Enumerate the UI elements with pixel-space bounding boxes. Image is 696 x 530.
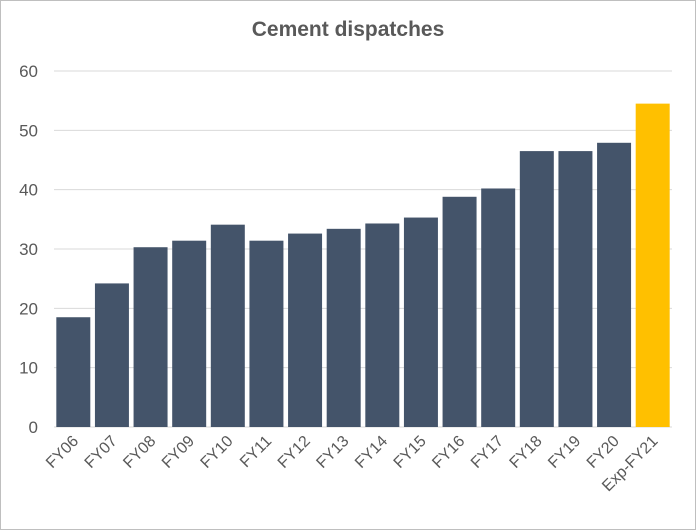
- x-tick-label: FY11: [237, 433, 275, 471]
- bar-fy13: [326, 228, 361, 427]
- bar-fy18: [519, 151, 554, 427]
- bar-fy16: [442, 196, 477, 427]
- bar-fy08: [133, 247, 168, 427]
- y-tick-label: 10: [19, 359, 38, 378]
- x-tick-label: FY13: [313, 433, 352, 472]
- y-tick-label: 40: [19, 181, 38, 200]
- x-tick-label: FY06: [43, 433, 82, 472]
- x-tick-label: FY14: [352, 433, 391, 472]
- chart-title: Cement dispatches: [251, 18, 445, 41]
- y-tick-label: 20: [19, 299, 38, 318]
- bar-fy15: [403, 217, 438, 427]
- y-axis-ticks: 0 10 20 30 40 50 60: [19, 62, 38, 437]
- bar-fy14: [365, 223, 400, 427]
- bar-fy12: [288, 233, 323, 427]
- x-tick-label: FY15: [391, 433, 430, 472]
- bar-fy10: [210, 224, 245, 427]
- x-tick-label: FY08: [120, 433, 159, 472]
- y-tick-label: 0: [29, 418, 38, 437]
- x-tick-label: FY12: [275, 433, 314, 472]
- bar-fy09: [172, 240, 207, 427]
- y-tick-label: 60: [19, 62, 38, 81]
- x-tick-label: FY09: [159, 433, 198, 472]
- x-axis-ticks: FY06 FY07 FY08 FY09 FY10 FY11 FY12 FY13 FY14 FY15…: [43, 433, 662, 495]
- x-tick-label: FY07: [82, 433, 121, 472]
- x-tick-label: FY10: [198, 433, 237, 472]
- bar-fy19: [558, 151, 593, 427]
- bar-exp-fy21: [635, 103, 670, 427]
- bar-fy11: [249, 240, 284, 427]
- bars: [56, 103, 670, 427]
- y-tick-label: 30: [19, 240, 38, 259]
- x-tick-label: FY18: [507, 433, 546, 472]
- x-tick-label: FY16: [429, 433, 468, 472]
- bar-fy07: [94, 283, 129, 427]
- y-tick-label: 50: [19, 121, 38, 140]
- x-tick-label: FY17: [468, 433, 507, 472]
- bar-fy06: [56, 317, 91, 427]
- bar-fy20: [597, 142, 632, 427]
- bar-fy17: [481, 188, 516, 427]
- x-tick-label: FY19: [545, 433, 584, 472]
